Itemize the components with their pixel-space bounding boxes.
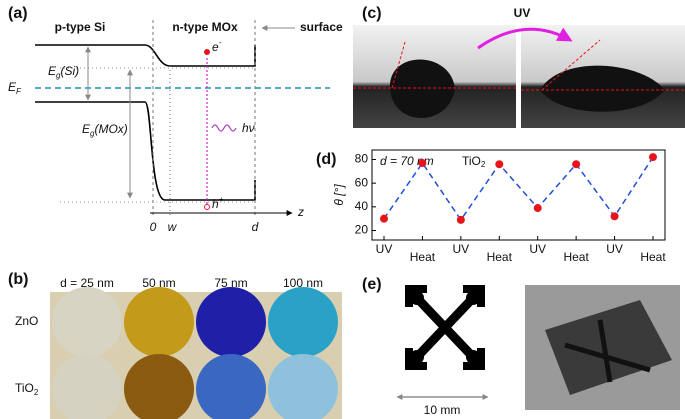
electron <box>204 49 210 55</box>
thickness-label: 100 nm <box>283 276 323 290</box>
sample <box>268 354 338 419</box>
symbol: e <box>212 40 219 54</box>
electron-label: e- <box>212 38 222 54</box>
thickness-label: 50 nm <box>142 276 175 290</box>
region-label: p-type Si <box>55 20 106 34</box>
x-tick-label: Heat <box>640 250 666 264</box>
material-label: TiO2 <box>15 381 39 397</box>
superscript: + <box>219 195 224 204</box>
plot-frame <box>371 149 666 241</box>
sample <box>52 287 122 357</box>
x-tick-label: UV <box>453 242 470 256</box>
thickness-label: 75 nm <box>214 276 247 290</box>
y-tick-label: 20 <box>355 223 369 237</box>
sample <box>52 354 122 419</box>
symbol: E <box>48 64 57 78</box>
region-label: surface <box>300 20 343 34</box>
material: ZnO <box>15 314 38 328</box>
valence-band <box>35 101 256 201</box>
uv-arrow <box>477 27 573 50</box>
subscript: F <box>16 87 22 96</box>
subscript: 0 <box>412 74 417 83</box>
y-tick-label: 80 <box>355 152 369 166</box>
photon-wave <box>211 124 237 132</box>
fermi-label: EF <box>8 80 22 96</box>
tangent <box>391 41 406 89</box>
thickness-label: d = 25 nm <box>60 276 114 290</box>
hole-label: h+ <box>212 195 224 211</box>
scale-label: 10 mm <box>424 403 461 417</box>
series-line <box>383 156 654 222</box>
data-point <box>649 153 657 162</box>
sample-pattern <box>564 319 651 383</box>
x-tick-label: UV <box>606 242 623 256</box>
panel-label: (c) <box>362 5 382 22</box>
x-tick-label: Heat <box>563 250 589 264</box>
symbol: E <box>8 80 17 94</box>
superscript: - <box>219 38 222 47</box>
band-diagram <box>35 20 330 216</box>
subscript: 1 <box>585 74 589 83</box>
symbol: θ <box>405 67 412 81</box>
data-point <box>533 204 542 213</box>
axis-label: z <box>297 205 304 219</box>
conduction-band <box>35 44 256 67</box>
y-tick-label: 40 <box>355 199 369 213</box>
x-tick-label: Heat <box>410 250 436 264</box>
photon-label: hν <box>242 121 255 135</box>
rest: (Si) <box>60 64 79 78</box>
panel-label: (a) <box>8 5 28 22</box>
axis-tick-label: d <box>252 220 259 234</box>
tangent <box>541 39 601 91</box>
pattern-icon <box>405 285 485 370</box>
subscript: 2 <box>34 388 39 397</box>
data-point <box>418 159 427 168</box>
sample-photo <box>545 300 672 395</box>
y-axis-label: θ [°] <box>332 184 346 206</box>
data-point <box>572 160 581 169</box>
material: TiO <box>15 381 34 395</box>
region-label: n-type MOx <box>172 20 238 34</box>
axis-tick-label: 0 <box>150 220 157 234</box>
x-tick-label: UV <box>376 242 393 256</box>
subscript: 2 <box>481 160 486 169</box>
uv-label: UV <box>514 6 531 20</box>
data-point <box>380 214 388 223</box>
droplet <box>389 59 455 118</box>
sample <box>124 287 194 357</box>
x-tick-label: UV <box>529 242 546 256</box>
y-tick-label: 60 <box>355 175 369 189</box>
material: TiO <box>462 154 481 168</box>
data-point <box>495 160 504 169</box>
panel-label: (e) <box>362 276 382 293</box>
rest: (MOx) <box>94 122 127 136</box>
data-point <box>610 212 619 221</box>
axis-tick-label: w <box>168 220 178 234</box>
symbol: h <box>212 197 219 211</box>
gap-label: Eg(Si) <box>48 64 79 80</box>
x-tick-label: Heat <box>487 250 513 264</box>
symbol: E <box>82 122 91 136</box>
sample <box>268 287 338 357</box>
chart: θ [°] d = 70 nm TiO2 20406080UVHeatUVHea… <box>332 149 666 264</box>
material-label: ZnO <box>15 314 38 328</box>
gap-label: Eg(MOx) <box>82 122 128 138</box>
annotation: TiO2 <box>462 154 486 169</box>
hole <box>204 204 210 210</box>
subscript: g <box>56 71 61 80</box>
sample <box>196 354 266 419</box>
subscript: g <box>90 129 95 138</box>
sample <box>124 354 194 419</box>
sample <box>196 287 266 357</box>
angle-label: θ1 <box>578 67 589 83</box>
angle-label: θ0 <box>405 67 417 83</box>
panel-label: (b) <box>8 271 28 288</box>
droplet <box>540 65 665 112</box>
data-point <box>456 215 465 224</box>
symbol: θ <box>578 67 585 81</box>
panel-label: (d) <box>316 151 336 168</box>
